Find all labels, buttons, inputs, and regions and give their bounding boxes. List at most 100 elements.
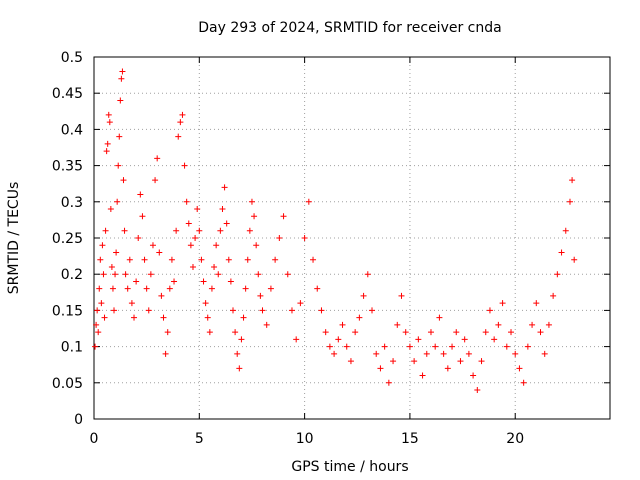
data-point [293, 336, 300, 343]
x-tick-label: 15 [401, 431, 419, 447]
data-point [234, 350, 241, 357]
data-point [121, 227, 128, 234]
data-point [267, 285, 274, 292]
data-point [213, 242, 220, 249]
data-point [335, 336, 342, 343]
x-axis-label: GPS time / hours [291, 459, 408, 475]
data-point [119, 68, 126, 75]
data-point [284, 271, 291, 278]
y-tick-label: 0.5 [61, 50, 83, 66]
data-point [529, 321, 536, 328]
data-point [339, 321, 346, 328]
data-point [154, 155, 161, 162]
data-point [211, 263, 218, 270]
data-point [95, 329, 102, 336]
data-point [461, 336, 468, 343]
data-point [478, 358, 485, 365]
data-point [415, 336, 422, 343]
data-point [244, 256, 251, 263]
data-point [92, 343, 99, 350]
data-point [280, 213, 287, 220]
data-point [453, 329, 460, 336]
data-point [524, 343, 531, 350]
data-point [360, 292, 367, 299]
y-tick-label: 0.15 [52, 303, 83, 319]
data-point [314, 285, 321, 292]
data-point [179, 111, 186, 118]
data-point [347, 358, 354, 365]
data-point [160, 314, 167, 321]
data-point [185, 220, 192, 227]
grid-lines [94, 57, 610, 419]
data-point [158, 292, 165, 299]
data-point [508, 329, 515, 336]
data-point [117, 97, 124, 104]
data-point [131, 314, 138, 321]
data-point [227, 278, 234, 285]
data-point [187, 242, 194, 249]
data-point [272, 256, 279, 263]
data-point [200, 278, 207, 285]
data-point [225, 256, 232, 263]
data-point [145, 307, 152, 314]
data-point [352, 329, 359, 336]
data-point [457, 358, 464, 365]
data-point [221, 184, 228, 191]
data-point [242, 285, 249, 292]
data-point [217, 227, 224, 234]
data-point [189, 263, 196, 270]
data-point [276, 235, 283, 241]
data-point [97, 256, 104, 263]
data-point [259, 307, 266, 314]
data-point [474, 387, 481, 394]
data-point [533, 300, 540, 307]
data-point [107, 206, 114, 213]
data-point [385, 379, 392, 386]
data-point [166, 285, 173, 292]
data-point [112, 271, 119, 278]
data-point [257, 292, 264, 299]
data-point [402, 329, 409, 336]
x-tick-label: 20 [506, 431, 524, 447]
data-point [537, 329, 544, 336]
data-point [545, 321, 552, 328]
data-point [263, 321, 270, 328]
data-point [491, 336, 498, 343]
data-point [124, 285, 131, 292]
axis-ticks [93, 56, 610, 420]
data-point [93, 321, 100, 328]
data-point [562, 227, 569, 234]
data-point [104, 140, 111, 147]
y-tick-label: 0.25 [52, 231, 83, 247]
data-point [394, 321, 401, 328]
data-point [106, 119, 113, 126]
data-point [297, 300, 304, 307]
data-point [440, 350, 447, 357]
data-point [219, 206, 226, 213]
y-tick-label: 0.3 [61, 195, 83, 211]
data-point [465, 350, 472, 357]
data-point [116, 133, 123, 140]
data-point [406, 343, 413, 350]
data-point [364, 271, 371, 278]
data-points [92, 68, 578, 394]
data-point [423, 350, 430, 357]
data-point [111, 307, 118, 314]
data-point [486, 307, 493, 314]
data-point [246, 227, 253, 234]
data-point [571, 256, 578, 263]
data-point [495, 321, 502, 328]
data-point [223, 220, 230, 227]
data-point [236, 365, 243, 372]
data-point [147, 271, 154, 278]
data-point [569, 177, 576, 184]
data-point [98, 300, 105, 307]
data-point [326, 343, 333, 350]
data-point [566, 198, 573, 205]
data-point [230, 307, 237, 314]
data-point [143, 285, 150, 292]
data-point [343, 343, 350, 350]
data-point [398, 292, 405, 299]
data-point [168, 256, 175, 263]
data-point [331, 350, 338, 357]
